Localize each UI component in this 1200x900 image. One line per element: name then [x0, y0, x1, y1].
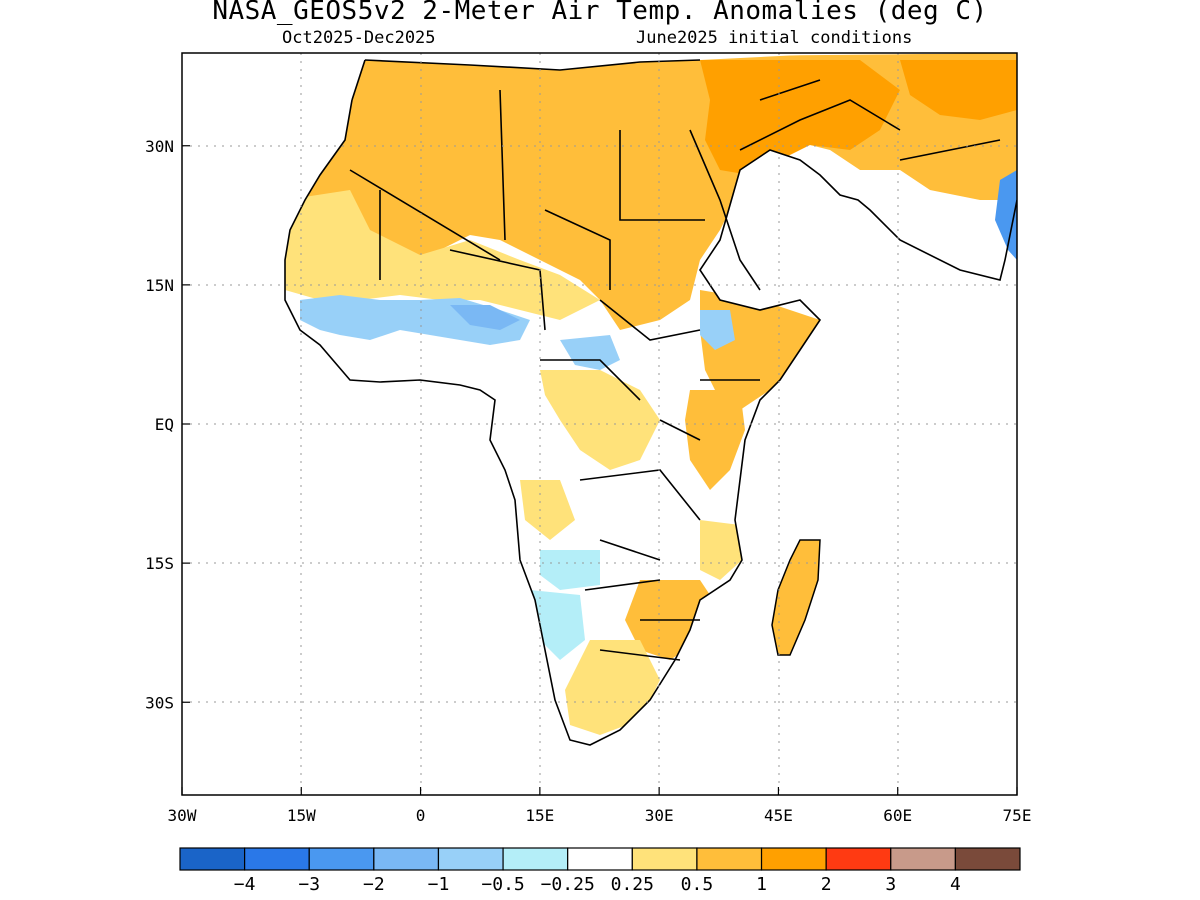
- colorbar-swatch: [696, 847, 763, 871]
- colorbar-label: 0.25: [611, 874, 654, 895]
- colorbar-label: 2: [821, 874, 832, 895]
- colorbar-label: −4: [234, 874, 256, 895]
- lon-tick-label: 30E: [645, 806, 674, 825]
- colorbar-swatch: [244, 847, 310, 871]
- colorbar-label: −0.25: [541, 874, 595, 895]
- colorbar-swatch: [308, 847, 375, 871]
- lon-tick-label: 0: [416, 806, 426, 825]
- lon-tick-label: 30W: [168, 806, 197, 825]
- lat-tick-label: 15N: [145, 276, 174, 295]
- colorbar-swatch: [760, 847, 827, 871]
- map-title: NASA_GEOS5v2 2-Meter Air Temp. Anomalies…: [212, 0, 988, 26]
- lon-tick-label: 15E: [525, 806, 554, 825]
- colorbar-swatch: [890, 847, 956, 871]
- anomaly-fields: [285, 53, 1017, 735]
- colorbar-label: 3: [885, 874, 896, 895]
- lat-tick-label: EQ: [155, 415, 174, 434]
- lon-tick-label: 60E: [883, 806, 912, 825]
- colorbar-swatch: [179, 847, 246, 871]
- colorbar-swatch: [825, 847, 892, 871]
- lat-tick-label: 30N: [145, 137, 174, 156]
- longitude-axis: 30W 15W 0 15E 30E 45E 60E 75E: [168, 787, 1032, 825]
- lon-tick-label: 15W: [287, 806, 316, 825]
- forecast-period: Oct2025-Dec2025: [282, 28, 436, 48]
- colorbar-label: −2: [363, 874, 385, 895]
- lon-tick-label: 75E: [1003, 806, 1032, 825]
- colorbar-swatch: [567, 847, 633, 871]
- colorbar-label: −3: [298, 874, 320, 895]
- colorbar-label: 4: [950, 874, 961, 895]
- colorbar-label: 0.5: [681, 874, 714, 895]
- colorbar-swatch: [437, 847, 504, 871]
- lat-tick-label: 15S: [145, 554, 174, 573]
- colorbar-swatch: [631, 847, 698, 871]
- colorbar-swatch: [373, 847, 440, 871]
- colorbar: −4 −3 −2 −1 −0.5 −0.25 0.25 0.5 1 2 3 4: [179, 847, 1021, 895]
- colorbar-swatch: [954, 847, 1021, 871]
- grid-lines: [182, 53, 1017, 795]
- initial-conditions: June2025 initial conditions: [636, 28, 913, 48]
- lon-tick-label: 45E: [764, 806, 793, 825]
- colorbar-label: −0.5: [481, 874, 524, 895]
- latitude-axis: 30N 15N EQ 15S 30S: [145, 137, 190, 712]
- colorbar-swatch: [502, 847, 569, 871]
- colorbar-label: −1: [428, 874, 450, 895]
- colorbar-label: 1: [756, 874, 767, 895]
- lat-tick-label: 30S: [145, 693, 174, 712]
